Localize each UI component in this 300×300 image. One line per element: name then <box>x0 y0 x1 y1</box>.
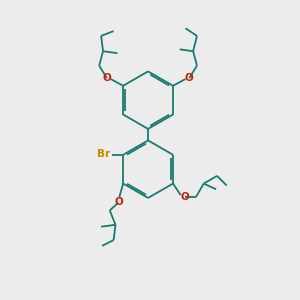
Text: O: O <box>103 73 112 83</box>
Text: O: O <box>114 197 123 207</box>
Text: O: O <box>180 192 189 202</box>
Text: O: O <box>184 73 193 83</box>
Text: Br: Br <box>98 149 111 159</box>
